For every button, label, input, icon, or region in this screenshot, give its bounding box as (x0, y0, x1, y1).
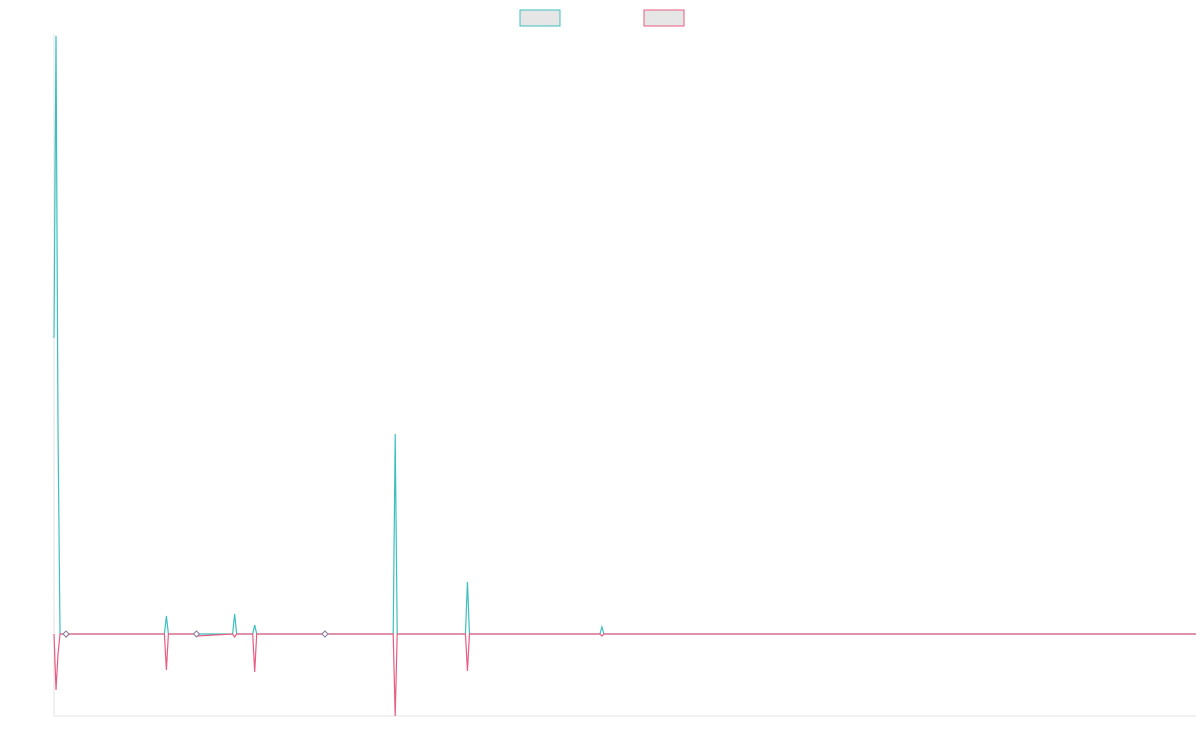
series-layer (53, 35, 1196, 717)
series-2 (53, 633, 1196, 717)
series-2-line (53, 633, 1196, 717)
data-point-marker (62, 630, 70, 638)
series-1 (53, 35, 1196, 635)
legend[interactable] (519, 9, 685, 27)
axes (53, 34, 1196, 717)
series-1-line (53, 35, 1196, 635)
data-point-marker (192, 630, 201, 638)
point-markers (62, 630, 329, 638)
legend-swatch-1[interactable] (519, 9, 561, 27)
legend-swatch-2[interactable] (643, 9, 685, 27)
data-point-marker (321, 630, 329, 638)
